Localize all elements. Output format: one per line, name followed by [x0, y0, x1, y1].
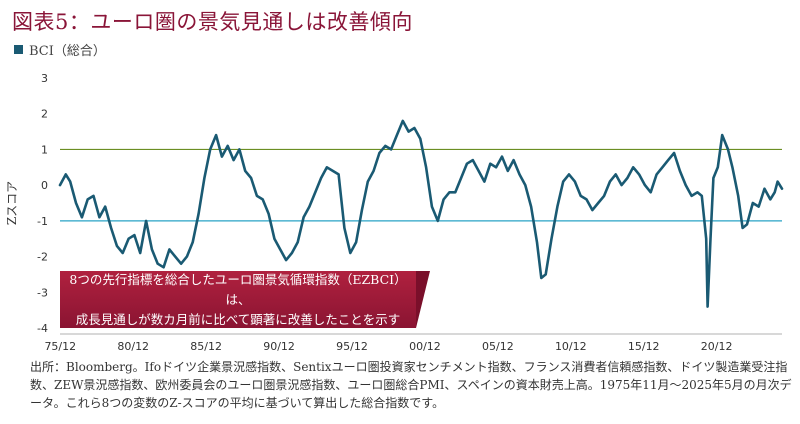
legend-label: BCI（総合）: [29, 44, 106, 59]
x-tick-label: 20/12: [701, 340, 733, 353]
callout-line-2: 成長見通しが数カ月前に比べて顕著に改善したことを示す: [75, 311, 401, 327]
x-tick-label: 15/12: [628, 340, 660, 353]
x-tick-label: 00/12: [409, 340, 441, 353]
y-tick-label: 2: [41, 108, 48, 121]
x-tick-label: 80/12: [117, 340, 149, 353]
x-tick-label: 75/12: [44, 340, 76, 353]
y-tick-label: -2: [37, 251, 48, 264]
y-tick-label: -4: [37, 322, 48, 335]
series-line-bci: [58, 119, 784, 308]
y-tick-label: -1: [37, 215, 48, 228]
x-tick-label: 10/12: [555, 340, 587, 353]
y-axis-label: Zスコア: [5, 181, 19, 225]
chart-title: 図表5：ユーロ圏の景気見通しは改善傾向: [12, 10, 413, 34]
callout-tail: [416, 271, 430, 328]
x-tick-label: 85/12: [190, 340, 222, 353]
callout-line-1: 8つの先行指標を総合したユーロ圏景気循環指数（EZBCI）は、: [69, 271, 407, 307]
footnote: 出所：Bloomberg。Ifoドイツ企業景況感指数、Sentixユーロ圏投資家…: [30, 360, 792, 410]
x-tick-label: 95/12: [336, 340, 368, 353]
legend-swatch: [14, 45, 23, 54]
y-tick-label: 0: [41, 179, 48, 192]
x-tick-label: 90/12: [263, 340, 295, 353]
y-tick-label: 3: [41, 72, 48, 85]
y-tick-label: 1: [41, 143, 48, 156]
x-tick-label: 05/12: [482, 340, 514, 353]
legend: BCI（総合）: [14, 40, 106, 59]
y-tick-label: -3: [37, 286, 48, 299]
callout-box: 8つの先行指標を総合したユーロ圏景気循環指数（EZBCI）は、 成長見通しが数カ…: [60, 271, 416, 328]
